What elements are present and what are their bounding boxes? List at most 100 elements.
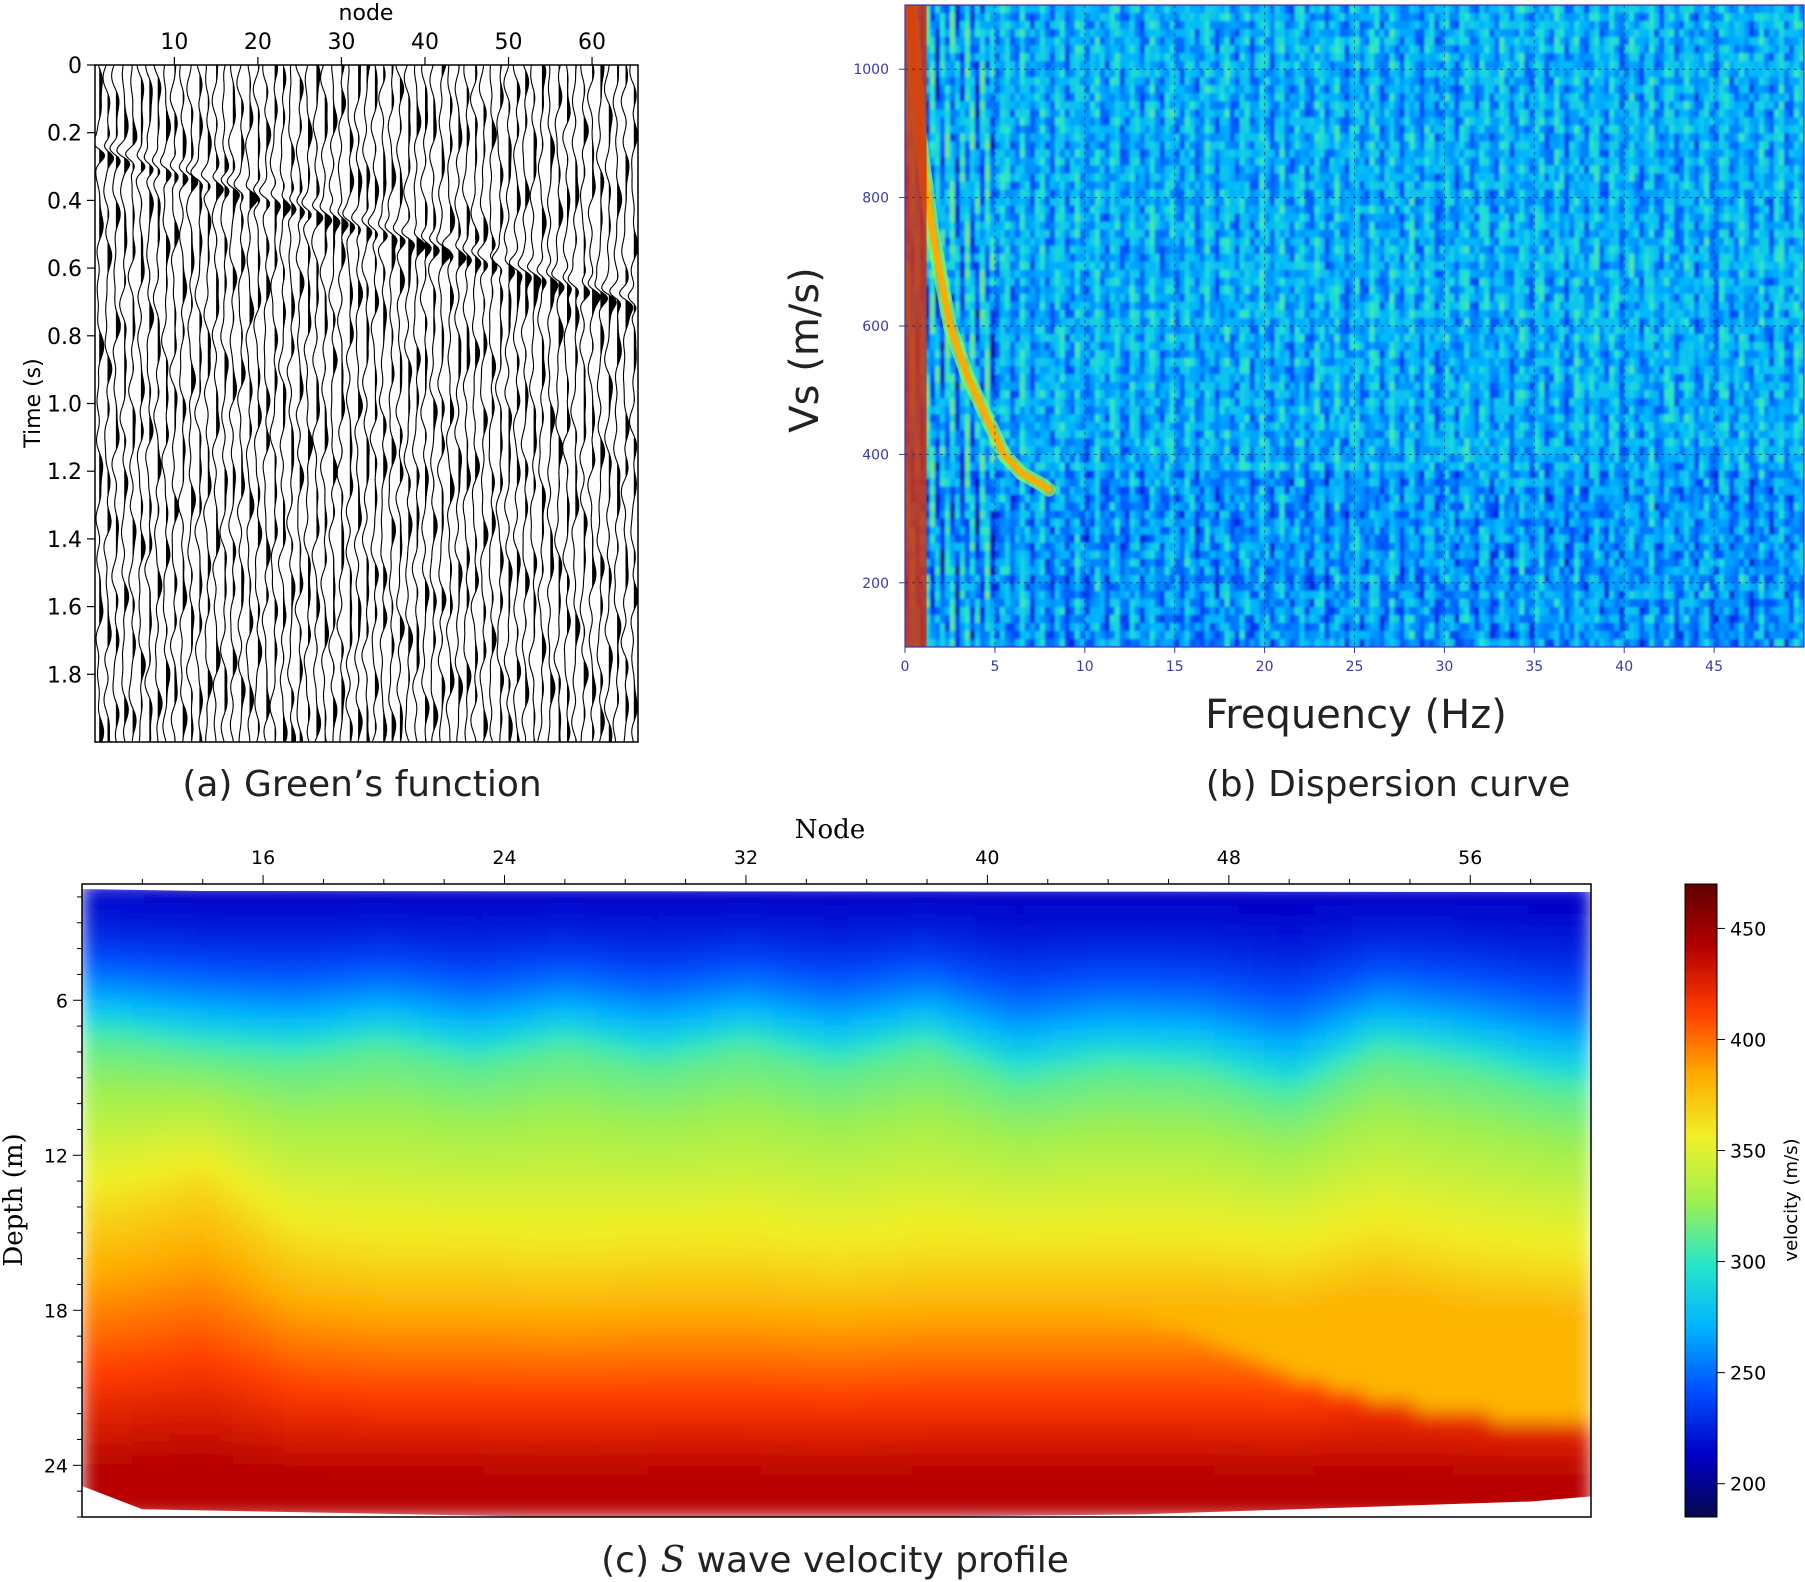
energy-cell — [974, 197, 981, 207]
energy-cell — [1119, 414, 1126, 423]
energy-cell — [1094, 237, 1101, 247]
energy-cell — [934, 77, 941, 86]
energy-cell — [1049, 277, 1056, 287]
energy-cell — [1109, 462, 1116, 472]
energy-cell — [1089, 53, 1096, 62]
energy-cell — [1104, 494, 1111, 504]
energy-cell — [1064, 342, 1071, 351]
energy-cell — [1144, 45, 1151, 54]
energy-cell — [1169, 430, 1176, 439]
energy-cell — [969, 269, 976, 279]
energy-cell — [954, 462, 961, 472]
energy-cell — [1064, 61, 1071, 70]
energy-cell — [1139, 285, 1146, 295]
energy-cell — [989, 462, 996, 472]
energy-cell — [1194, 277, 1201, 287]
energy-cell — [1114, 189, 1121, 199]
energy-cell — [974, 77, 981, 86]
energy-cell — [1074, 77, 1081, 86]
energy-cell — [1094, 45, 1101, 54]
energy-cell — [1044, 590, 1051, 600]
energy-cell — [1074, 261, 1081, 271]
energy-cell — [1139, 622, 1146, 632]
energy-cell — [1119, 598, 1126, 608]
energy-cell — [1069, 37, 1076, 46]
energy-cell — [1134, 245, 1141, 255]
energy-cell — [1129, 173, 1136, 183]
energy-cell — [1159, 13, 1166, 22]
energy-cell — [1194, 21, 1201, 30]
energy-cell — [1009, 438, 1016, 447]
energy-cell — [1024, 101, 1031, 110]
energy-cell — [1069, 350, 1076, 359]
energy-cell — [1029, 221, 1036, 231]
energy-cell — [1054, 261, 1061, 271]
energy-cell — [929, 326, 936, 335]
energy-cell — [1154, 574, 1161, 584]
energy-cell — [1169, 502, 1176, 512]
trace-line — [233, 65, 246, 742]
energy-cell — [1019, 5, 1026, 14]
energy-cell — [1024, 173, 1031, 183]
energy-cell — [1194, 382, 1201, 391]
energy-cell — [999, 526, 1006, 536]
energy-cell — [1039, 550, 1046, 560]
energy-cell — [1024, 590, 1031, 600]
energy-cell — [1179, 229, 1186, 239]
energy-cell — [989, 165, 996, 175]
energy-cell — [964, 478, 971, 488]
energy-cell — [944, 61, 951, 70]
energy-cell — [1079, 470, 1086, 480]
energy-cell — [1084, 293, 1091, 303]
energy-cell — [1039, 510, 1046, 520]
trace-line — [579, 65, 591, 742]
energy-cell — [1014, 358, 1021, 367]
energy-cell — [1169, 382, 1176, 391]
energy-cell — [1029, 542, 1036, 552]
energy-cell — [1074, 253, 1081, 263]
energy-cell — [1104, 526, 1111, 536]
energy-cell — [1024, 277, 1031, 287]
energy-cell — [1124, 85, 1131, 94]
energy-cell — [1014, 534, 1021, 544]
energy-cell — [924, 69, 931, 78]
energy-cell — [1014, 446, 1021, 456]
energy-cell — [1169, 253, 1176, 263]
energy-cell — [1114, 133, 1121, 143]
energy-cell — [1184, 125, 1191, 135]
energy-cell — [1059, 334, 1066, 343]
energy-cell — [1014, 133, 1021, 143]
energy-cell — [1124, 261, 1131, 271]
energy-cell — [969, 454, 976, 464]
energy-cell — [1159, 173, 1166, 183]
energy-cell — [1159, 141, 1166, 151]
trace-fill — [433, 65, 440, 742]
energy-cell — [1129, 5, 1136, 14]
energy-cell — [1164, 141, 1171, 151]
energy-cell — [1024, 21, 1031, 30]
energy-cell — [1064, 29, 1071, 38]
energy-cell — [974, 285, 981, 295]
energy-cell — [1074, 189, 1081, 199]
energy-cell — [1119, 358, 1126, 367]
energy-cell — [949, 374, 956, 383]
energy-cell — [1054, 566, 1061, 576]
energy-cell — [1164, 622, 1171, 632]
energy-cell — [1164, 398, 1171, 407]
energy-cell — [964, 213, 971, 223]
energy-cell — [1179, 157, 1186, 167]
energy-cell — [1074, 382, 1081, 391]
energy-cell — [1119, 237, 1126, 247]
energy-cell — [1094, 21, 1101, 30]
energy-cell — [1189, 350, 1196, 359]
energy-cell — [1149, 374, 1156, 383]
energy-cell — [1104, 542, 1111, 552]
energy-cell — [999, 366, 1006, 375]
energy-cell — [994, 37, 1001, 46]
energy-cell — [1044, 157, 1051, 167]
energy-cell — [1074, 326, 1081, 335]
energy-cell — [979, 141, 986, 151]
energy-cell — [1129, 141, 1136, 151]
energy-cell — [1084, 438, 1091, 447]
energy-cell — [974, 350, 981, 359]
